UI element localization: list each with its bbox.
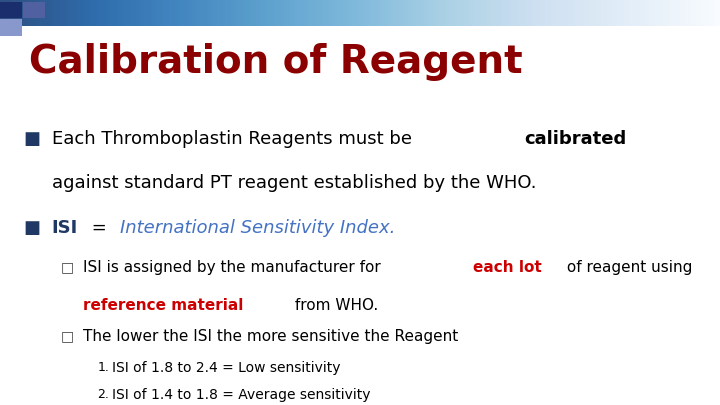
Text: The lower the ISI the more sensitive the Reagent: The lower the ISI the more sensitive the… [83, 329, 458, 344]
Text: calibrated: calibrated [523, 130, 626, 147]
Text: ■: ■ [23, 130, 40, 147]
Text: each lot: each lot [473, 260, 542, 275]
Text: ISI of 1.8 to 2.4 = Low sensitivity: ISI of 1.8 to 2.4 = Low sensitivity [112, 361, 340, 375]
Text: reference material: reference material [83, 298, 243, 313]
Text: ISI of 1.4 to 1.8 = Average sensitivity: ISI of 1.4 to 1.8 = Average sensitivity [112, 388, 370, 402]
Text: 1.: 1. [97, 361, 109, 374]
Bar [0, 19, 22, 36]
Bar [0, 2, 22, 18]
Text: from WHO.: from WHO. [289, 298, 378, 313]
Text: 2.: 2. [97, 388, 109, 401]
Bar [23, 2, 45, 18]
Text: □: □ [61, 329, 74, 343]
Text: □: □ [61, 260, 74, 274]
Text: Calibration of Reagent: Calibration of Reagent [29, 43, 523, 81]
Text: ISI: ISI [52, 219, 78, 237]
Text: ISI is assigned by the manufacturer for: ISI is assigned by the manufacturer for [83, 260, 385, 275]
Text: Each Thromboplastin Reagents must be: Each Thromboplastin Reagents must be [52, 130, 418, 147]
Text: of reagent using: of reagent using [562, 260, 693, 275]
Text: ■: ■ [23, 219, 40, 237]
Text: International Sensitivity Index.: International Sensitivity Index. [120, 219, 395, 237]
Text: against standard PT reagent established by the WHO.: against standard PT reagent established … [52, 174, 536, 192]
Text: =: = [86, 219, 112, 237]
